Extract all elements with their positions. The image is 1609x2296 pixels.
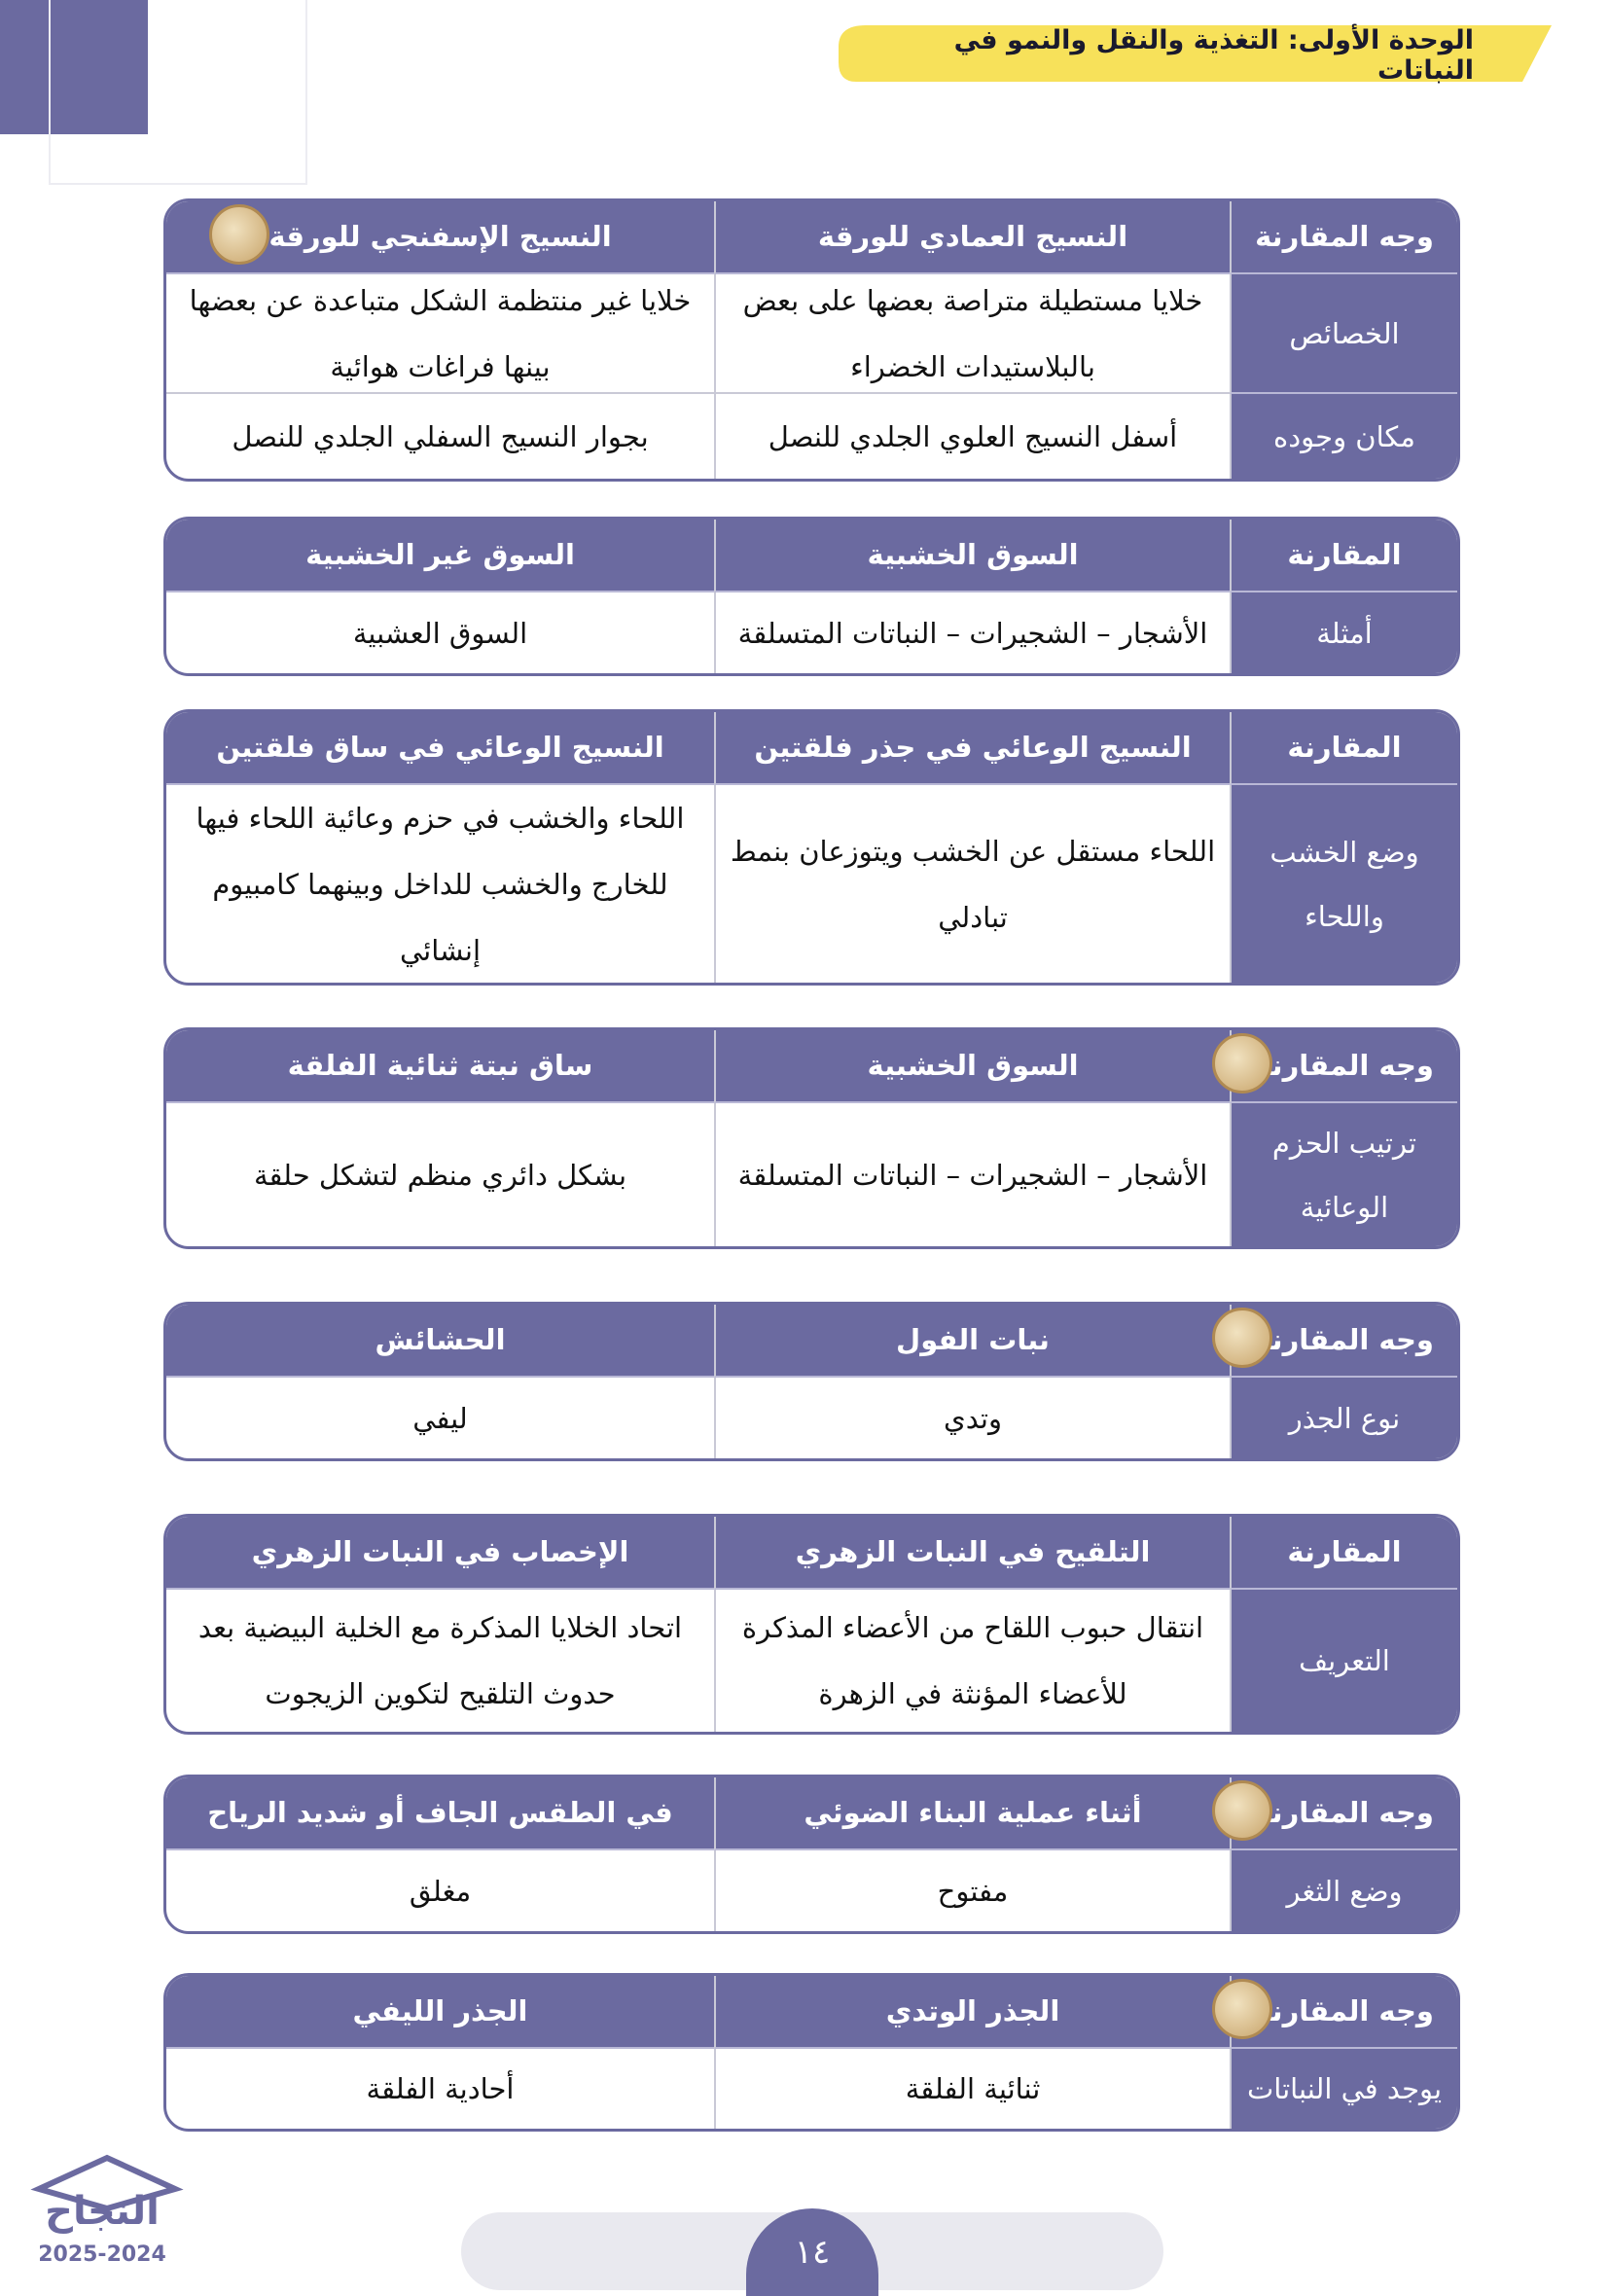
header-cell: نبات الفول: [714, 1305, 1230, 1378]
header-cell: المقارنة: [1230, 712, 1457, 785]
table-cell: مفتوح: [714, 1850, 1230, 1931]
header-cell: التلقيح في النبات الزهري: [714, 1517, 1230, 1590]
header-cell: أثناء عملية البناء الضوئي: [714, 1777, 1230, 1850]
comparison-table: المقارنة التلقيح في النبات الزهري الإخصاب …: [163, 1514, 1460, 1735]
row-label: التعريف: [1230, 1590, 1457, 1732]
row-label: الخصائص: [1230, 274, 1457, 394]
table-cell: خلايا غير منتظمة الشكل متباعدة عن بعضها …: [166, 274, 714, 394]
logo-text: النجاح: [45, 2189, 160, 2234]
header-cell: وجه المقارنة: [1230, 1030, 1457, 1103]
table-cell: اللحاء والخشب في حزم وعائية اللحاء فيها …: [196, 801, 685, 967]
medal-icon: [1212, 1308, 1272, 1368]
corner-block: [0, 0, 148, 134]
table-cell: مغلق: [409, 1874, 472, 1908]
header-cell: في الطقس الجاف أو شديد الرياح: [166, 1777, 714, 1850]
header-cell: ساق نبتة ثنائية الفلقة: [166, 1030, 714, 1103]
table-cell: الأشجار – الشجيرات – النباتات المتسلقة: [714, 592, 1230, 673]
header-cell: السوق الخشبية: [714, 1030, 1230, 1103]
title-band: [839, 25, 1552, 82]
header-cell: النسيج الوعائي في ساق فلقتين: [166, 712, 714, 785]
table-cell: اللحاء مستقل عن الخشب ويتوزعان بنمط تباد…: [714, 785, 1230, 983]
table-cell: أحادية الفلقة: [366, 2072, 515, 2105]
row-label: أمثلة: [1230, 592, 1457, 673]
table-cell: وتدي: [714, 1378, 1230, 1458]
title-shape: [839, 25, 1552, 82]
header-cell: وجه المقارنة: [1230, 1777, 1457, 1850]
header-cell: السوق الخشبية: [714, 520, 1230, 592]
medal-icon: [1212, 1780, 1272, 1841]
header-cell: السوق غير الخشبية: [166, 520, 714, 592]
medal-icon: [1212, 1033, 1272, 1094]
table-cell: خلايا مستطيلة متراصة بعضها على بعض بالبل…: [714, 274, 1230, 394]
row-label: نوع الجذر: [1230, 1378, 1457, 1458]
row-label: مكان وجوده: [1230, 394, 1457, 479]
table-cell: بجوار النسيج السفلي الجلدي للنصل: [232, 419, 649, 453]
header-cell: الجذر الوتدي: [714, 1976, 1230, 2049]
header-cell: الإخصاب في النبات الزهري: [166, 1517, 714, 1590]
comparison-table: وجه المقارنة النسيج العمادي للورقة النسيج …: [163, 198, 1460, 482]
table-cell: أسفل النسيج العلوي الجلدي للنصل: [714, 394, 1230, 479]
header-cell: الجذر الليفي: [166, 1976, 714, 2049]
corner-frame: [49, 0, 307, 185]
table-cell: السوق العشبية: [352, 616, 528, 650]
comparison-table: وجه المقارنة الجذر الوتدي الجذر الليفي يوجد…: [163, 1973, 1460, 2132]
row-label: يوجد في النباتات: [1230, 2049, 1457, 2129]
row-label: وضع الثغر: [1230, 1850, 1457, 1931]
header-cell: المقارنة: [1230, 520, 1457, 592]
medal-icon: [1212, 1979, 1272, 2039]
table-cell: انتقال حبوب اللقاح من الأعضاء المذكرة لل…: [714, 1590, 1230, 1732]
header-title: الوحدة الأولى: التغذية والنقل والنمو في …: [953, 25, 1474, 86]
comparison-table: المقارنة النسيج الوعائي في جذر فلقتين النس…: [163, 709, 1460, 986]
header-cell: الحشائش: [166, 1305, 714, 1378]
header-cell: النسيج العمادي للورقة: [714, 201, 1230, 274]
logo-icon: [30, 2154, 184, 2212]
table-cell: اتحاد الخلايا المذكرة مع الخلية البيضية …: [197, 1611, 683, 1710]
row-label: وضع الخشب واللحاء: [1230, 785, 1457, 983]
header-cell: النسيج الوعائي في جذر فلقتين: [714, 712, 1230, 785]
table-cell: بشكل دائري منظم لتشكل حلقة: [253, 1158, 627, 1192]
row-label: ترتيب الحزم الوعائية: [1230, 1103, 1457, 1246]
table-cell: ليفي: [412, 1401, 468, 1435]
logo-years: 2025-2024: [38, 2242, 166, 2267]
header-cell: وجه المقارنة: [1230, 201, 1457, 274]
comparison-table: المقارنة السوق الخشبية السوق غير الخشبية أم…: [163, 517, 1460, 676]
table-cell: ثنائية الفلقة: [714, 2049, 1230, 2129]
header-cell: المقارنة: [1230, 1517, 1457, 1590]
medal-icon: [209, 204, 269, 265]
table-cell: الأشجار – الشجيرات – النباتات المتسلقة: [714, 1103, 1230, 1246]
header-cell: وجه المقارنة: [1230, 1976, 1457, 2049]
